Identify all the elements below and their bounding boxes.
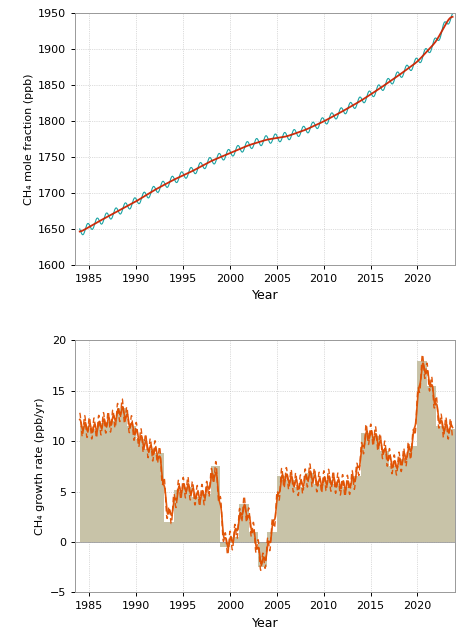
X-axis label: Year: Year <box>252 289 278 303</box>
Y-axis label: CH₄ mole fraction (ppb): CH₄ mole fraction (ppb) <box>24 73 34 204</box>
X-axis label: Year: Year <box>252 617 278 630</box>
Y-axis label: CH₄ growth rate (ppb/yr): CH₄ growth rate (ppb/yr) <box>36 397 45 535</box>
